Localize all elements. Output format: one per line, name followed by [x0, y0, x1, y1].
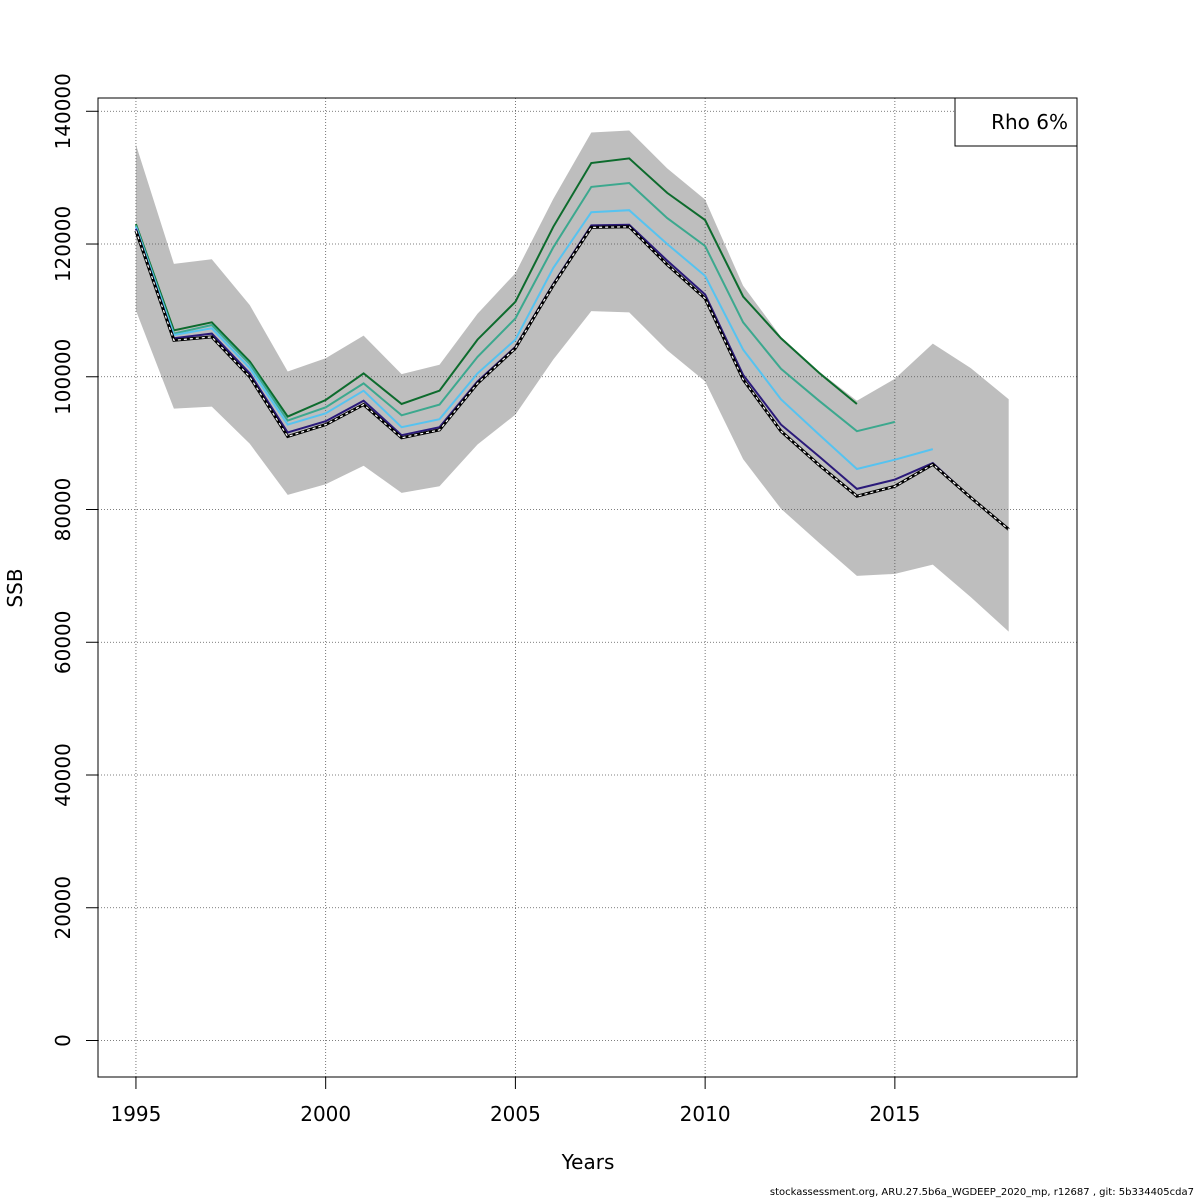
series-layer	[134, 157, 1010, 531]
x-tick-label: 2005	[490, 1102, 541, 1126]
x-tick-label: 2010	[680, 1102, 731, 1126]
y-tick-label: 60000	[51, 610, 75, 674]
y-tick-label: 100000	[51, 339, 75, 415]
x-tick-label: 2015	[869, 1102, 920, 1126]
y-tick-label: 120000	[51, 206, 75, 282]
legend-box	[954, 97, 1078, 147]
series-line-peel-2	[134, 209, 934, 471]
y-tick-label: 20000	[51, 876, 75, 940]
x-tick-label: 1995	[110, 1102, 161, 1126]
axis-layer: 1995 2000 2005 2010 2015 0 20000 40000 60000 8000…	[51, 73, 920, 1126]
footer-caption: stockassessment.org, ARU.27.5b6a_WGDEEP_…	[769, 1187, 1194, 1198]
x-axis-title: Years	[561, 1150, 615, 1174]
series-line-peel-4	[134, 157, 858, 418]
confidence-band-layer	[135, 130, 1009, 632]
confidence-band	[135, 130, 1009, 632]
legend-text: Rho 6%	[991, 110, 1068, 134]
y-tick-label: 0	[51, 1034, 75, 1047]
series-line-peel-3	[134, 181, 896, 433]
x-tick-label: 2000	[300, 1102, 351, 1126]
y-tick-label: 140000	[51, 73, 75, 149]
y-axis-title: SSB	[3, 568, 27, 607]
grid-layer	[98, 98, 1077, 1077]
legend: Rho 6%	[954, 97, 1078, 147]
y-tick-label: 80000	[51, 478, 75, 542]
series-line-base	[134, 225, 1010, 531]
y-tick-label: 40000	[51, 743, 75, 807]
